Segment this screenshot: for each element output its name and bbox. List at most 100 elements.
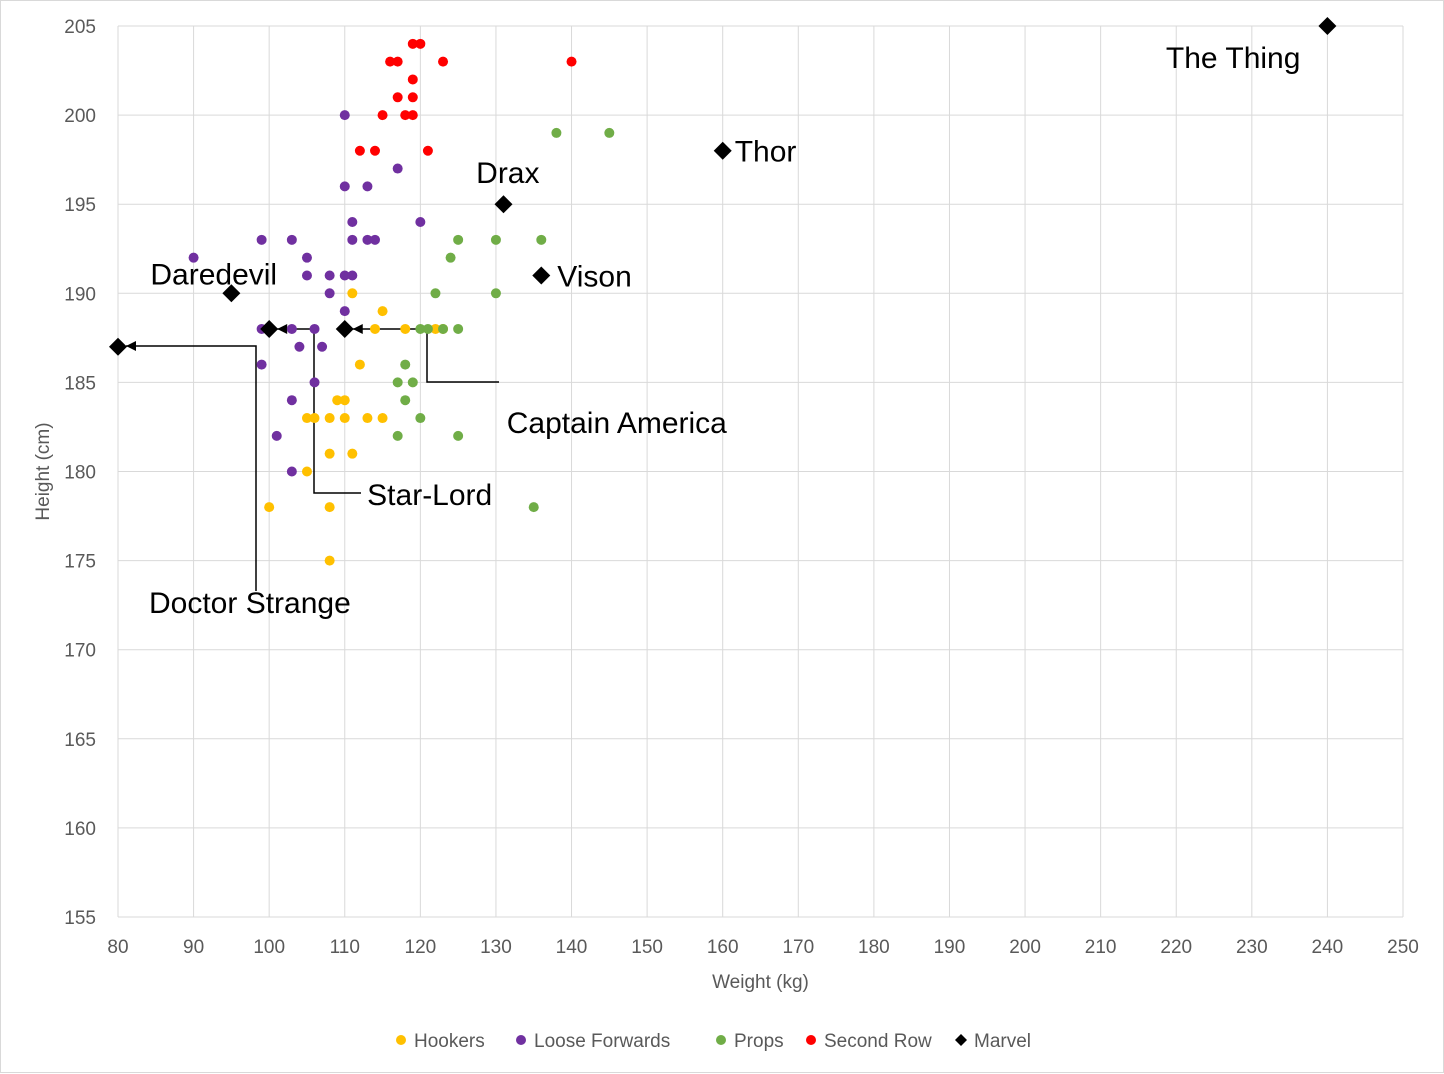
loose-forwards-point	[309, 377, 320, 388]
props-point	[415, 323, 426, 334]
data-points	[109, 17, 1337, 566]
loose-forwards-point	[286, 466, 297, 477]
loose-forwards-point	[392, 163, 403, 174]
hookers-point	[301, 466, 312, 477]
props-point	[415, 413, 426, 424]
y-tick-label: 190	[64, 284, 96, 305]
marvel-point	[222, 284, 241, 303]
hookers-point	[430, 323, 441, 334]
second-row-point	[438, 56, 449, 67]
hookers-point	[370, 323, 380, 334]
loose-forwards-point	[347, 217, 358, 228]
loose-forwards-point	[370, 234, 380, 245]
annotation-leader-lines	[126, 324, 499, 591]
loose-forwards-point	[324, 270, 335, 281]
hookers-point	[347, 448, 358, 459]
gridlines	[117, 25, 1404, 918]
legend-marker-loose-forwards	[516, 1035, 526, 1045]
annotation-the-thing: The Thing	[1166, 42, 1301, 75]
loose-forwards-point	[256, 234, 267, 245]
props-point	[392, 430, 403, 441]
hookers-point	[309, 413, 320, 424]
second-row-point	[377, 110, 388, 121]
marvel-point	[335, 319, 354, 338]
loose-forwards-point	[301, 270, 312, 281]
x-tick-label: 130	[480, 937, 512, 958]
hookers-point	[362, 413, 373, 424]
second-row-point	[407, 110, 418, 121]
hookers-point	[339, 413, 350, 424]
props-point	[453, 323, 464, 334]
x-tick-label: 210	[1085, 937, 1117, 958]
props-point	[445, 252, 456, 263]
leader-captain-america	[352, 328, 499, 383]
hookers-point	[377, 306, 388, 317]
tick-labels: 80 90 100 110 120 130 140 150 160 170 180 190 200 210…	[64, 17, 1419, 958]
second-row-point	[415, 38, 426, 49]
x-tick-label: 80	[107, 937, 128, 958]
hookers-point	[324, 448, 335, 459]
second-row-point	[354, 145, 365, 156]
leader-arrowhead	[277, 324, 288, 334]
loose-forwards-point	[347, 270, 358, 281]
x-tick-label: 160	[707, 937, 739, 958]
props-point	[400, 359, 411, 370]
annotation-daredevil: Daredevil	[150, 258, 277, 291]
props-point	[407, 377, 418, 388]
hookers-point	[339, 395, 350, 406]
hookers-point	[377, 413, 388, 424]
x-tick-label: 190	[934, 937, 966, 958]
marvel-point	[532, 266, 551, 285]
loose-forwards-point	[362, 234, 373, 245]
legend-marker-props	[716, 1035, 726, 1045]
loose-forwards-point	[347, 234, 358, 245]
annotation-drax: Drax	[476, 157, 539, 190]
y-axis-title: Height (cm)	[33, 422, 54, 520]
x-tick-label: 120	[405, 937, 437, 958]
x-tick-label: 220	[1160, 937, 1192, 958]
props-point	[453, 234, 464, 245]
hookers-point	[354, 359, 365, 370]
legend-label-props: Props	[734, 1031, 784, 1052]
props-point	[392, 377, 403, 388]
leader-arrowhead	[352, 324, 363, 334]
annotation-vison: Vison	[557, 260, 632, 293]
y-tick-label: 160	[64, 819, 96, 840]
x-tick-label: 100	[253, 937, 285, 958]
x-tick-label: 170	[782, 937, 814, 958]
loose-forwards-point	[309, 323, 320, 334]
marvel-point	[109, 337, 127, 356]
x-tick-label: 140	[556, 937, 588, 958]
loose-forwards-point	[339, 270, 350, 281]
props-point	[430, 288, 441, 299]
hookers-point	[332, 395, 343, 406]
point-annotations: The Thing Thor Drax Vison Daredevil Captain A…	[149, 42, 1300, 620]
loose-forwards-point	[339, 110, 350, 121]
second-row-point	[407, 74, 418, 85]
x-tick-label: 150	[631, 937, 663, 958]
loose-forwards-point	[317, 341, 328, 352]
loose-forwards-point	[256, 359, 267, 370]
hookers-point	[324, 555, 335, 566]
loose-forwards-point	[271, 430, 282, 441]
x-tick-label: 240	[1312, 937, 1344, 958]
y-tick-label: 175	[64, 552, 96, 573]
props-point	[528, 502, 539, 513]
loose-forwards-point	[324, 288, 335, 299]
loose-forwards-point	[339, 306, 350, 317]
leader-doctor-strange	[126, 345, 257, 591]
x-tick-label: 110	[330, 937, 360, 958]
props-point	[536, 234, 547, 245]
hookers-point	[324, 502, 335, 513]
legend-label-second-row: Second Row	[824, 1031, 932, 1052]
y-tick-label: 170	[64, 641, 96, 662]
x-axis-title: Weight (kg)	[712, 972, 809, 993]
props-point	[422, 323, 433, 334]
second-row-point	[392, 92, 403, 103]
y-tick-label: 155	[64, 908, 96, 929]
legend-marker-marvel	[955, 1034, 967, 1046]
loose-forwards-point	[286, 395, 297, 406]
x-tick-label: 180	[858, 937, 890, 958]
legend-label-marvel: Marvel	[974, 1031, 1031, 1052]
